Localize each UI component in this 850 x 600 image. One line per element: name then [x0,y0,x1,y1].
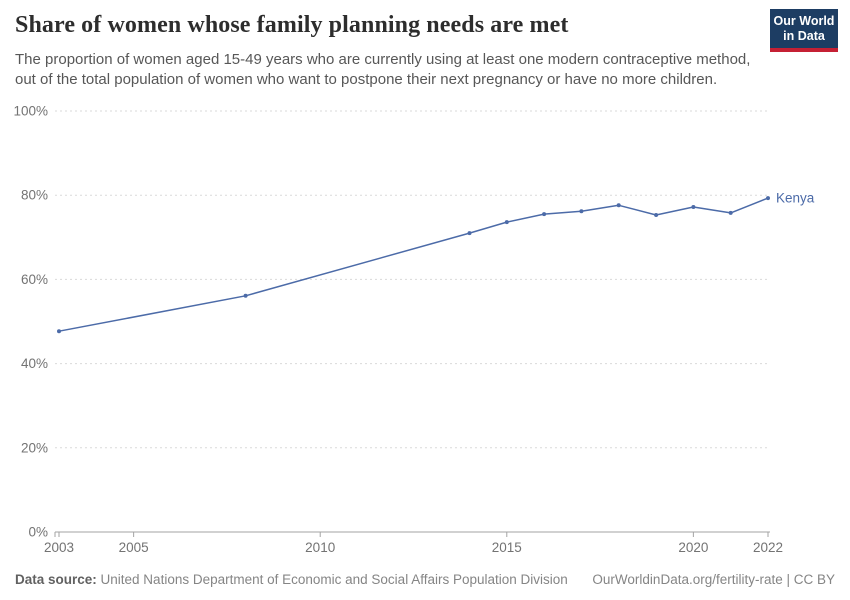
y-gridlines [55,110,770,449]
x-axis-tick-labels: 2003 2005 2010 2015 2020 2022 [44,540,783,555]
data-point[interactable] [57,329,61,334]
data-point[interactable] [728,210,733,215]
chart-title: Share of women whose family planning nee… [15,12,569,38]
chart-footer: Data source: United Nations Department o… [15,572,835,587]
kenya-line-series[interactable] [57,196,770,334]
data-point[interactable] [504,220,509,225]
x-tick-label: 2020 [678,540,708,555]
data-source-note: Data source: United Nations Department o… [15,572,568,587]
series-entity-label[interactable]: Kenya [776,191,815,206]
data-point[interactable] [616,203,621,208]
y-tick-label: 40% [21,356,48,371]
y-tick-label: 100% [13,104,48,119]
y-tick-label: 0% [28,525,48,540]
series-entity-labels[interactable]: Kenya [776,191,815,206]
x-tick-label: 2010 [305,540,335,555]
x-tick-label: 2003 [44,540,74,555]
data-point[interactable] [542,212,547,217]
data-source-text: United Nations Department of Economic an… [96,572,568,587]
owid-logo[interactable]: Our World in Data [770,9,838,52]
data-point[interactable] [691,205,696,209]
x-tick-label: 2005 [119,540,149,555]
x-tick-label: 2015 [492,540,522,555]
trend-line[interactable] [58,197,769,332]
data-point[interactable] [654,213,659,217]
data-point[interactable] [243,293,248,298]
data-source-label: Data source: [15,572,97,587]
data-point[interactable] [766,196,770,201]
footer-link[interactable]: OurWorldinData.org/fertility-rate | CC B… [592,572,835,587]
y-tick-label: 20% [21,440,48,455]
y-tick-label: 60% [21,272,48,287]
y-axis-tick-labels: 0% 20% 40% 60% 80% 100% [13,104,48,540]
y-tick-label: 80% [21,188,48,203]
chart-subtitle: The proportion of women aged 15-49 years… [15,51,751,88]
x-tick-label: 2022 [753,540,783,555]
data-point[interactable] [579,209,584,214]
x-axis [54,531,770,537]
data-point[interactable] [467,231,472,236]
